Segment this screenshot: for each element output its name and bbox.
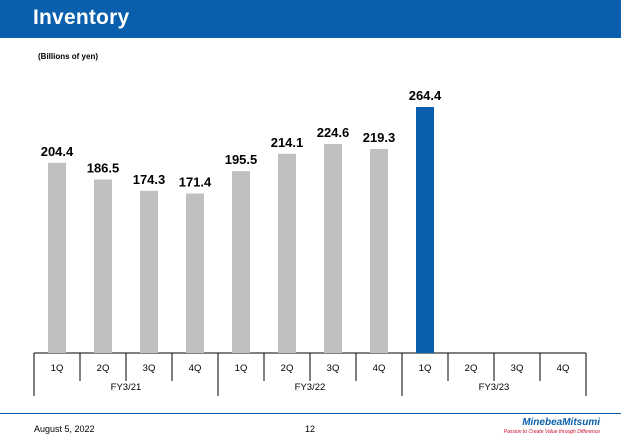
title-bar: Inventory [0, 0, 621, 38]
bar-FY3/21-4Q [186, 193, 204, 353]
logo-wordmark: MinebeaMitsumi [522, 417, 600, 428]
x-tick-label: 3Q [327, 363, 340, 374]
data-label: 195.5 [225, 152, 258, 167]
data-label: 224.6 [317, 125, 350, 140]
x-tick-label: 4Q [557, 363, 570, 374]
bar-FY3/22-3Q [324, 144, 342, 353]
x-tick-label: 1Q [419, 363, 432, 374]
group-label: FY3/23 [479, 382, 510, 393]
x-tick-label: 4Q [373, 363, 386, 374]
unit-label: (Billions of yen) [38, 52, 98, 61]
data-label: 204.4 [41, 144, 74, 159]
x-tick-label: 2Q [281, 363, 294, 374]
x-tick-label: 3Q [143, 363, 156, 374]
data-label: 171.4 [179, 175, 212, 190]
footer-date: August 5, 2022 [34, 424, 95, 434]
logo-tagline: Passion to Create Value through Differen… [503, 429, 600, 435]
x-tick-label: 4Q [189, 363, 202, 374]
bar-FY3/22-1Q [232, 171, 250, 353]
x-tick-label: 2Q [465, 363, 478, 374]
x-tick-label: 1Q [235, 363, 248, 374]
bar-FY3/22-4Q [370, 148, 388, 353]
group-label: FY3/21 [111, 382, 142, 393]
company-logo: MinebeaMitsumi Passion to Create Value t… [500, 417, 600, 437]
bar-FY3/21-3Q [140, 190, 158, 353]
bar-FY3/21-2Q [94, 179, 112, 353]
data-label: 264.4 [409, 88, 442, 103]
page-number: 12 [305, 424, 316, 434]
group-label: FY3/22 [295, 382, 326, 393]
x-tick-label: 1Q [51, 363, 64, 374]
inventory-bar-chart: 204.4 1Q 186.5 2Q 174.3 3Q 171.4 4Q FY3/21 195.5 1… [33, 88, 587, 396]
page-title: Inventory [33, 6, 130, 29]
x-tick-label: 3Q [511, 363, 524, 374]
bar-FY3/22-2Q [278, 153, 296, 353]
data-label: 186.5 [87, 160, 120, 175]
data-label: 174.3 [133, 172, 166, 187]
bar-FY3/21-1Q [48, 162, 66, 353]
x-tick-label: 2Q [97, 363, 110, 374]
footer-divider [0, 413, 621, 414]
bar-FY3/23-1Q [416, 107, 434, 353]
data-label: 219.3 [363, 130, 396, 145]
data-label: 214.1 [271, 135, 304, 150]
